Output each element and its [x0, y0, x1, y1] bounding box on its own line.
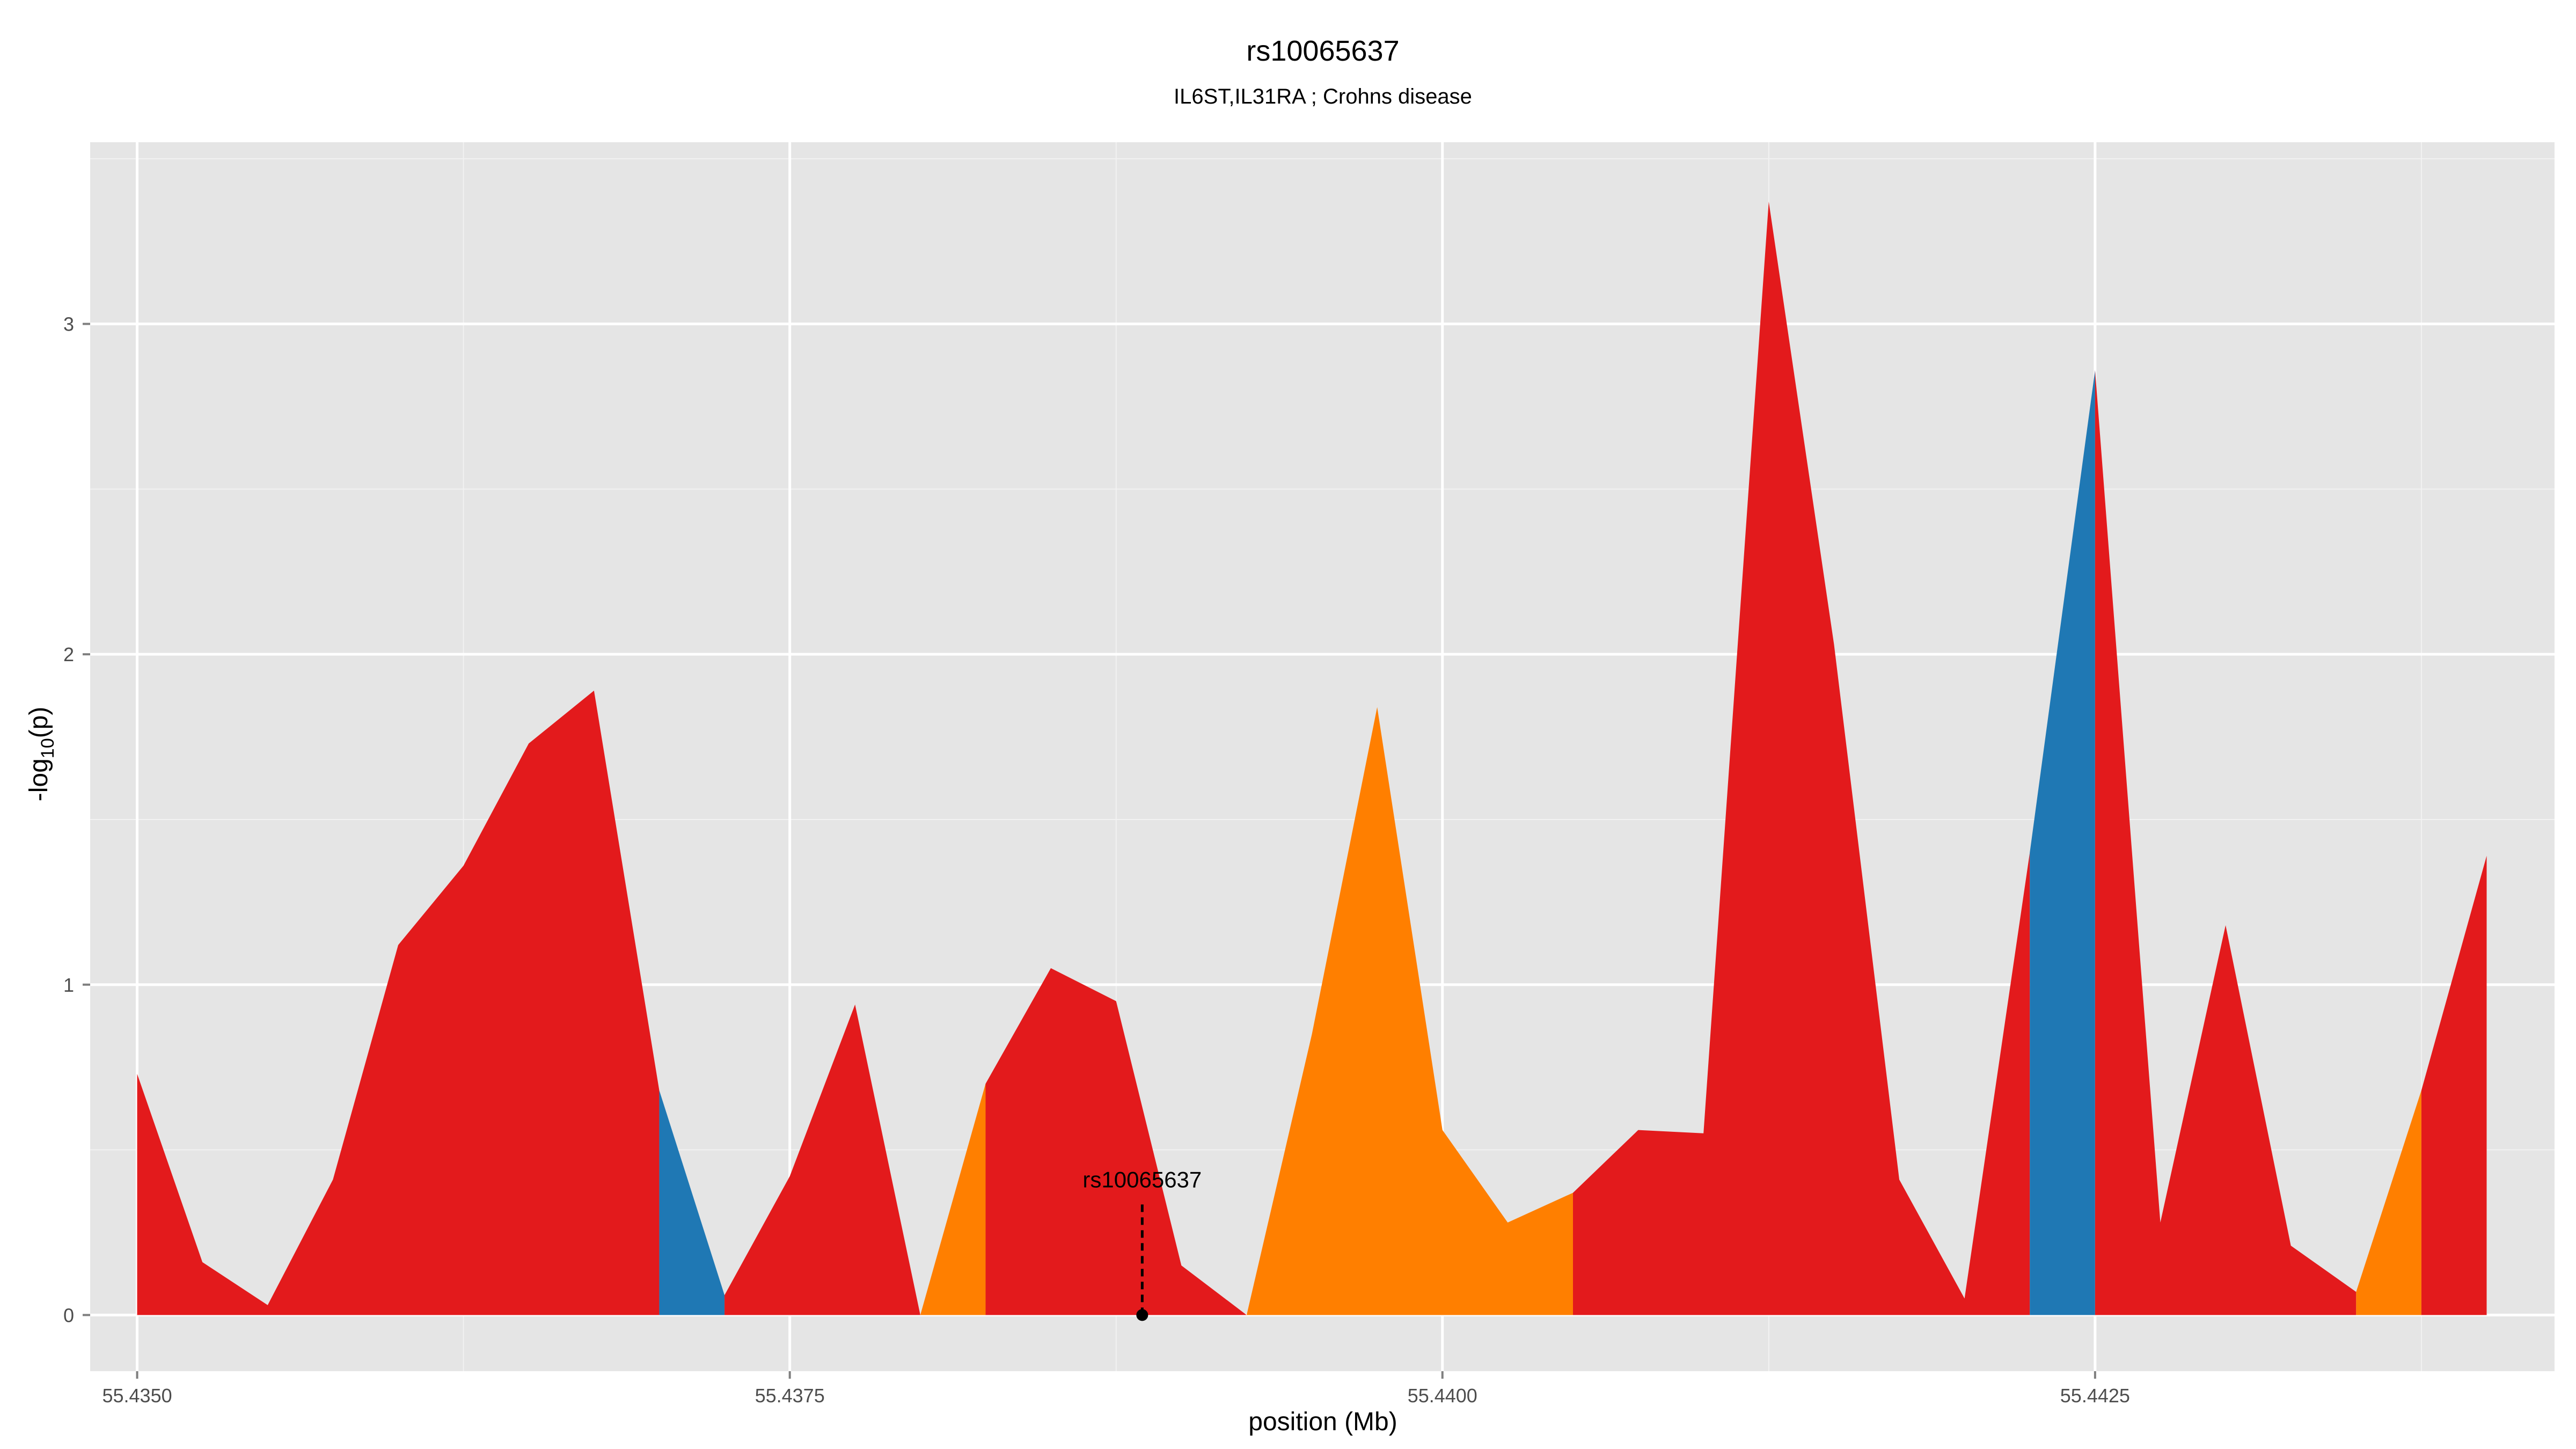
axis-ticks: 55.4350 55.4375 55.4400 55.4425 0 1 2 3: [63, 313, 2130, 1407]
area-segment-red: [2421, 855, 2487, 1315]
x-axis-title: position (Mb): [1248, 1408, 1397, 1436]
x-tick-label: 55.4425: [2060, 1385, 2130, 1407]
area-segment-red: [2095, 370, 2357, 1315]
area-segment-orange: [2356, 1090, 2421, 1315]
association-areas: [137, 201, 2487, 1315]
area-segment-blue: [659, 1090, 725, 1315]
chart-title: rs10065637: [1246, 35, 1399, 67]
area-segment-red: [724, 1004, 920, 1315]
lead-snp-point: [1136, 1309, 1148, 1321]
area-segment-orange: [1246, 707, 1573, 1315]
x-tick-label: 55.4375: [755, 1385, 825, 1407]
area-segment-red: [137, 690, 660, 1315]
x-tick-label: 55.4400: [1408, 1385, 1477, 1407]
x-tick-label: 55.4350: [102, 1385, 172, 1407]
y-axis-title-prefix: -log: [25, 758, 53, 801]
lead-snp-label: rs10065637: [1082, 1167, 1202, 1192]
y-tick-label: 0: [63, 1304, 74, 1326]
lead-snp-annotation: rs10065637: [1082, 1167, 1202, 1321]
y-axis-title-subscript: 10: [38, 738, 58, 758]
y-axis-title: -log10(p): [25, 707, 58, 802]
area-segment-red: [985, 968, 1247, 1315]
area-segment-orange: [920, 1084, 986, 1315]
y-axis-title-suffix: (p): [25, 707, 53, 738]
y-tick-label: 3: [63, 313, 74, 335]
y-tick-label: 2: [63, 643, 74, 665]
chart-subtitle: IL6ST,IL31RA ; Crohns disease: [1174, 85, 1472, 108]
area-segment-red: [1572, 201, 2030, 1315]
area-segment-blue: [2030, 370, 2095, 1315]
y-tick-label: 1: [63, 974, 74, 996]
